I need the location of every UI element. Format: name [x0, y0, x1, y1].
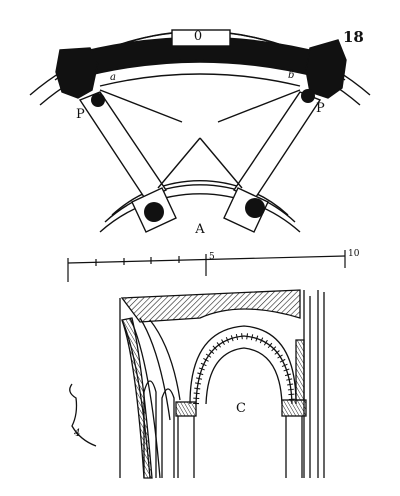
- arch-inner: [205, 347, 283, 405]
- arch-middle: [195, 335, 293, 405]
- right-column: [245, 198, 265, 218]
- right-capital: [281, 399, 307, 417]
- left-rib-4: [149, 319, 181, 401]
- inner-arc-3: [111, 180, 289, 216]
- sketch-mark: [69, 383, 97, 447]
- scale-bar: [67, 250, 346, 282]
- corner-mark: 4: [73, 428, 80, 439]
- left-column: [144, 202, 164, 222]
- right-pier-column: [301, 89, 315, 103]
- right-buttress: [305, 39, 347, 99]
- pier-label-right: P: [316, 101, 325, 116]
- plan-label: A: [194, 222, 205, 237]
- construction-line-3: [157, 137, 201, 189]
- wall-opening: [171, 29, 231, 47]
- point-label-b: b: [288, 70, 294, 81]
- pier-label-left: P: [76, 107, 85, 122]
- inner-arc-2: [99, 193, 301, 233]
- wall-dotted-line: [99, 59, 301, 73]
- left-rib-shade: [121, 317, 153, 479]
- elevation-drawing: [69, 289, 325, 479]
- left-lancet-2: [161, 388, 175, 478]
- right-column-shade: [295, 339, 305, 401]
- figure-number: 18: [343, 28, 364, 46]
- rib-line: [99, 73, 301, 87]
- inner-arc-1: [104, 184, 296, 223]
- top-masonry: [120, 289, 301, 323]
- construction-line-4: [199, 137, 243, 189]
- scale-label-5: 5: [209, 252, 215, 262]
- left-rib-3: [139, 317, 171, 421]
- arch-outer: [189, 325, 297, 405]
- construction-line-2: [217, 89, 301, 123]
- construction-line-1: [99, 89, 183, 123]
- left-capital: [175, 401, 197, 417]
- scale-label-10: 10: [348, 249, 360, 259]
- right-pier-band: [232, 91, 322, 201]
- point-label-a: a: [110, 72, 116, 83]
- left-buttress: [55, 47, 99, 99]
- keystone-label: 0: [194, 29, 202, 44]
- left-pier-column: [91, 93, 105, 107]
- detail-label: C: [236, 401, 246, 416]
- left-lancet-1: [143, 380, 157, 478]
- plan-drawing: [29, 29, 371, 233]
- arch-voussoirs: [193, 332, 295, 405]
- left-pier-band: [78, 91, 168, 201]
